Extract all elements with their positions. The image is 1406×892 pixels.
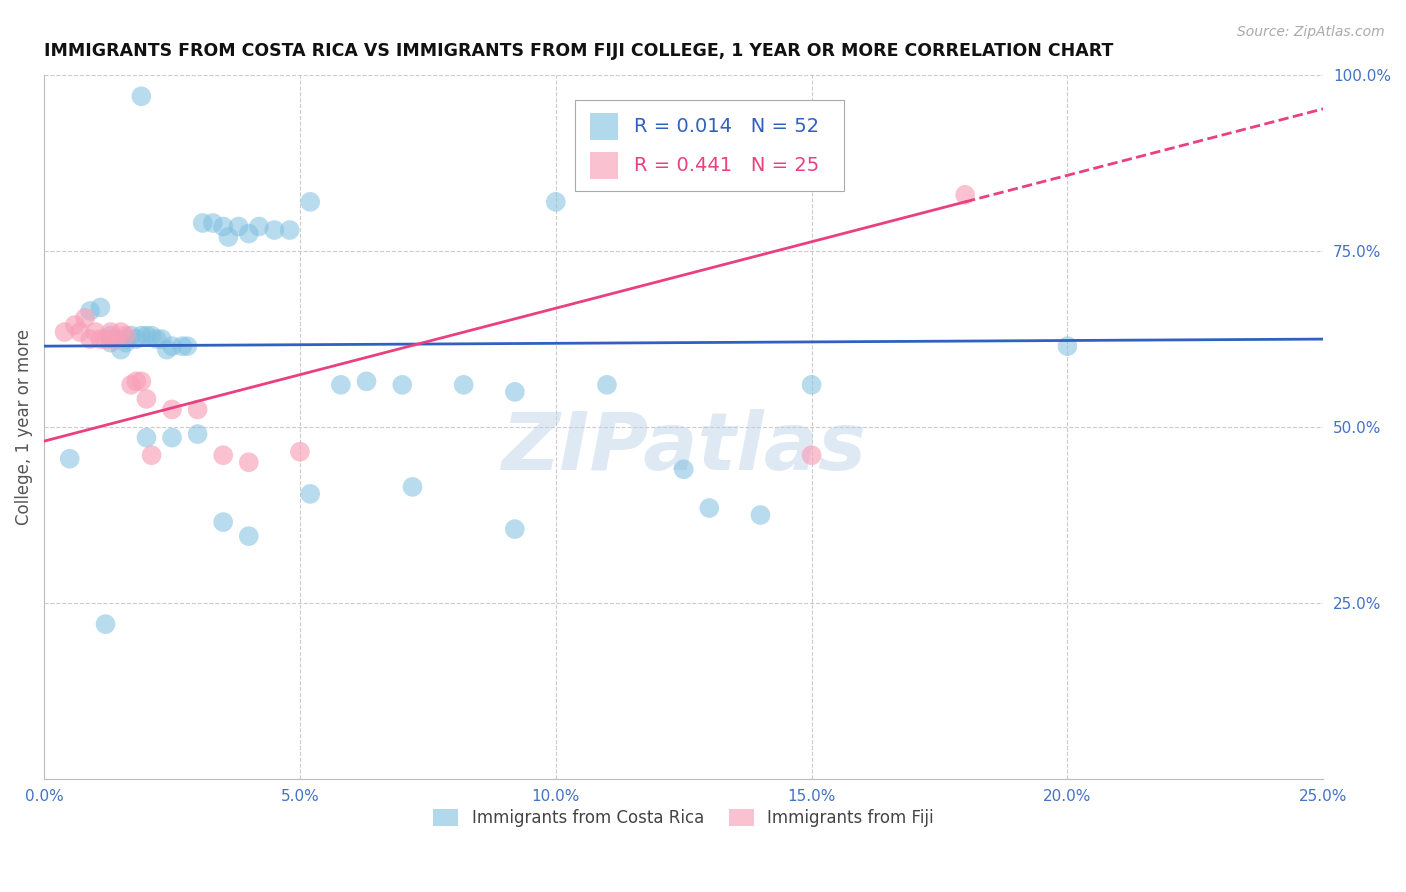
Text: ZIPatlas: ZIPatlas — [501, 409, 866, 487]
Point — [89, 332, 111, 346]
Text: R = 0.441   N = 25: R = 0.441 N = 25 — [634, 156, 820, 175]
Point — [217, 230, 239, 244]
Point — [100, 335, 122, 350]
Point — [391, 377, 413, 392]
Point — [79, 304, 101, 318]
Point — [749, 508, 772, 522]
Point — [299, 194, 322, 209]
Point — [94, 332, 117, 346]
Point — [145, 332, 167, 346]
Point — [120, 328, 142, 343]
Point — [187, 427, 209, 442]
Point — [84, 325, 107, 339]
Point — [212, 219, 235, 234]
Point — [329, 377, 352, 392]
Point — [94, 617, 117, 632]
Point — [1056, 339, 1078, 353]
Point — [201, 216, 224, 230]
Point — [120, 377, 142, 392]
Point — [135, 431, 157, 445]
Point — [135, 328, 157, 343]
Point — [131, 374, 153, 388]
Point — [53, 325, 76, 339]
Point — [401, 480, 423, 494]
Point — [176, 339, 198, 353]
FancyBboxPatch shape — [575, 100, 844, 191]
Point — [160, 402, 183, 417]
Text: Source: ZipAtlas.com: Source: ZipAtlas.com — [1237, 25, 1385, 39]
Point — [115, 335, 138, 350]
Point — [191, 216, 214, 230]
Point — [800, 377, 823, 392]
Point — [150, 332, 173, 346]
Point — [59, 451, 82, 466]
Point — [212, 515, 235, 529]
Point — [125, 374, 148, 388]
Point — [131, 89, 153, 103]
Point — [453, 377, 475, 392]
Point — [104, 332, 127, 346]
Bar — [591, 152, 619, 178]
Point — [263, 223, 285, 237]
Bar — [591, 113, 619, 140]
Point — [238, 529, 260, 543]
Point — [73, 310, 96, 325]
Point — [100, 332, 122, 346]
Point — [697, 500, 720, 515]
Point — [356, 374, 378, 388]
Point — [160, 431, 183, 445]
Point — [100, 325, 122, 339]
Text: R = 0.014   N = 52: R = 0.014 N = 52 — [634, 117, 818, 136]
Point — [135, 392, 157, 406]
Point — [288, 444, 311, 458]
Point — [247, 219, 270, 234]
Point — [110, 325, 132, 339]
Point — [156, 343, 179, 357]
Point — [79, 332, 101, 346]
Point — [187, 402, 209, 417]
Point — [110, 343, 132, 357]
Point — [299, 487, 322, 501]
Point — [160, 339, 183, 353]
Point — [115, 332, 138, 346]
Point — [172, 339, 194, 353]
Point — [212, 448, 235, 462]
Point — [503, 522, 526, 536]
Point — [125, 332, 148, 346]
Point — [238, 227, 260, 241]
Point — [228, 219, 250, 234]
Legend: Immigrants from Costa Rica, Immigrants from Fiji: Immigrants from Costa Rica, Immigrants f… — [427, 803, 941, 834]
Point — [104, 332, 127, 346]
Point — [544, 194, 567, 209]
Point — [503, 384, 526, 399]
Point — [89, 301, 111, 315]
Point — [69, 325, 91, 339]
Point — [800, 448, 823, 462]
Point — [953, 187, 976, 202]
Point — [238, 455, 260, 469]
Point — [141, 328, 163, 343]
Point — [596, 377, 619, 392]
Y-axis label: College, 1 year or more: College, 1 year or more — [15, 329, 32, 525]
Point — [131, 328, 153, 343]
Point — [115, 328, 138, 343]
Point — [100, 328, 122, 343]
Point — [141, 448, 163, 462]
Point — [672, 462, 695, 476]
Point — [278, 223, 301, 237]
Text: IMMIGRANTS FROM COSTA RICA VS IMMIGRANTS FROM FIJI COLLEGE, 1 YEAR OR MORE CORRE: IMMIGRANTS FROM COSTA RICA VS IMMIGRANTS… — [44, 42, 1114, 60]
Point — [63, 318, 86, 332]
